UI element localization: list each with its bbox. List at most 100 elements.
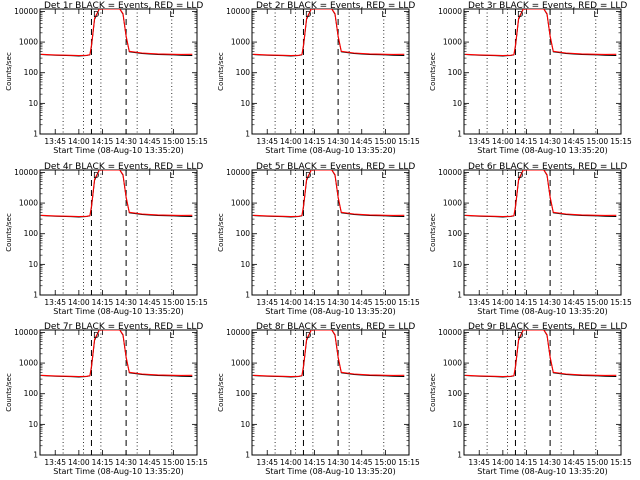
y-tick-label: 1000 xyxy=(19,38,38,47)
y-axis-label: Counts/sec xyxy=(217,373,225,412)
panel-title: Det 3r BLACK = Events, RED = LLD xyxy=(468,1,627,11)
x-tick-label: 15:00 xyxy=(375,458,397,467)
x-tick-label: 15:15 xyxy=(610,298,632,307)
y-axis-label: Counts/sec xyxy=(5,213,13,252)
x-tick-label: 14:30 xyxy=(327,458,349,467)
y-tick-label: 10000 xyxy=(14,7,38,16)
event-marker: D xyxy=(93,171,99,180)
y-tick-label: 10 xyxy=(240,420,250,429)
x-tick-label: 14:30 xyxy=(539,458,561,467)
series-group xyxy=(253,170,405,218)
y-axis-label: Counts/sec xyxy=(429,373,437,412)
y-axis-label: Counts/sec xyxy=(217,213,225,252)
x-tick-label: 14:30 xyxy=(327,298,349,307)
x-tick-label: 14:45 xyxy=(139,458,161,467)
y-tick-label: 10 xyxy=(28,99,38,108)
series-group xyxy=(465,9,617,57)
series-line-lld xyxy=(253,9,405,57)
y-tick-label: 100 xyxy=(24,389,39,398)
event-marker: L xyxy=(594,171,599,180)
x-tick-label: 14:30 xyxy=(539,298,561,307)
x-tick-label: 14:30 xyxy=(115,458,137,467)
y-tick-label: 100 xyxy=(24,68,39,77)
y-axis-label: Counts/sec xyxy=(5,52,13,91)
x-axis-label: Start Time (08-Aug-10 13:35:20) xyxy=(53,146,184,155)
x-tick-label: 13:45 xyxy=(44,137,66,146)
y-tick-label: 10000 xyxy=(14,328,38,337)
y-tick-label: 100 xyxy=(236,68,251,77)
series-line-lld xyxy=(253,170,405,218)
event-marker: L xyxy=(382,331,387,340)
panel-2: Det 2r BLACK = Events, RED = LLD 1 10 100 10… xyxy=(217,1,420,155)
y-tick-label: 10 xyxy=(28,420,38,429)
plot-frame xyxy=(39,329,198,456)
y-axis-label: Counts/sec xyxy=(217,52,225,91)
x-tick-label: 13:45 xyxy=(468,298,490,307)
x-tick-label: 14:15 xyxy=(304,137,326,146)
x-axis-label: Start Time (08-Aug-10 13:35:20) xyxy=(477,146,608,155)
y-tick-label: 1000 xyxy=(231,199,250,208)
x-tick-label: 14:15 xyxy=(92,458,114,467)
x-tick-label: 15:15 xyxy=(186,298,208,307)
y-tick-label: 1000 xyxy=(231,359,250,368)
y-tick-label: 10 xyxy=(452,420,462,429)
panel-5: Det 5r BLACK = Events, RED = LLD 1 10 100 10… xyxy=(217,162,420,316)
panel-6: Det 6r BLACK = Events, RED = LLD 1 10 100 10… xyxy=(429,162,632,316)
x-tick-label: 15:00 xyxy=(375,137,397,146)
y-tick-label: 1000 xyxy=(443,38,462,47)
x-tick-label: 15:00 xyxy=(587,298,609,307)
x-tick-label: 14:30 xyxy=(539,137,561,146)
y-tick-label: 10000 xyxy=(226,168,250,177)
event-marker: D xyxy=(517,171,523,180)
series-line-lld xyxy=(253,330,405,378)
series-group xyxy=(465,330,617,378)
x-tick-label: 15:15 xyxy=(186,137,208,146)
event-marker: D xyxy=(305,10,311,19)
x-tick-label: 15:00 xyxy=(587,137,609,146)
x-tick-label: 15:15 xyxy=(398,298,420,307)
y-tick-label: 10 xyxy=(28,260,38,269)
event-marker: L xyxy=(382,10,387,19)
x-tick-label: 14:00 xyxy=(492,298,514,307)
y-axis-label: Counts/sec xyxy=(429,52,437,91)
x-tick-label: 14:00 xyxy=(492,137,514,146)
panel-4: Det 4r BLACK = Events, RED = LLD 1 10 100 10… xyxy=(5,162,208,316)
event-marker: L xyxy=(594,10,599,19)
plot-frame xyxy=(39,169,198,296)
x-tick-label: 15:15 xyxy=(398,458,420,467)
y-tick-label: 100 xyxy=(448,389,463,398)
x-tick-label: 14:15 xyxy=(516,137,538,146)
x-tick-label: 14:45 xyxy=(351,137,373,146)
x-tick-label: 14:15 xyxy=(516,298,538,307)
panel-title: Det 5r BLACK = Events, RED = LLD xyxy=(256,162,415,172)
y-tick-label: 1 xyxy=(245,291,250,300)
x-tick-label: 14:15 xyxy=(516,458,538,467)
y-tick-label: 10000 xyxy=(438,168,462,177)
y-tick-label: 1 xyxy=(457,291,462,300)
x-tick-label: 15:15 xyxy=(610,137,632,146)
x-tick-label: 14:45 xyxy=(139,137,161,146)
x-tick-label: 13:45 xyxy=(44,458,66,467)
y-tick-label: 1 xyxy=(33,451,38,460)
x-tick-label: 14:45 xyxy=(351,298,373,307)
x-tick-label: 14:45 xyxy=(563,137,585,146)
panel-9: Det 9r BLACK = Events, RED = LLD 1 10 100 10… xyxy=(429,322,632,476)
x-axis-label: Start Time (08-Aug-10 13:35:20) xyxy=(477,467,608,476)
series-line-lld xyxy=(465,330,617,378)
plot-frame xyxy=(251,169,410,296)
panel-title: Det 2r BLACK = Events, RED = LLD xyxy=(256,1,415,11)
x-tick-label: 14:00 xyxy=(492,458,514,467)
panel-title: Det 6r BLACK = Events, RED = LLD xyxy=(468,162,627,172)
x-tick-label: 14:00 xyxy=(68,458,90,467)
plot-frame xyxy=(39,8,198,135)
x-axis-label: Start Time (08-Aug-10 13:35:20) xyxy=(265,467,396,476)
x-tick-label: 14:00 xyxy=(68,137,90,146)
panel-8: Det 8r BLACK = Events, RED = LLD 1 10 100 10… xyxy=(217,322,420,476)
x-tick-label: 15:15 xyxy=(186,458,208,467)
y-tick-label: 100 xyxy=(236,229,251,238)
panel-7: Det 7r BLACK = Events, RED = LLD 1 10 100 10… xyxy=(5,322,208,476)
x-tick-label: 14:00 xyxy=(280,458,302,467)
plot-frame xyxy=(463,8,622,135)
x-tick-label: 14:45 xyxy=(563,458,585,467)
series-group xyxy=(253,330,405,378)
